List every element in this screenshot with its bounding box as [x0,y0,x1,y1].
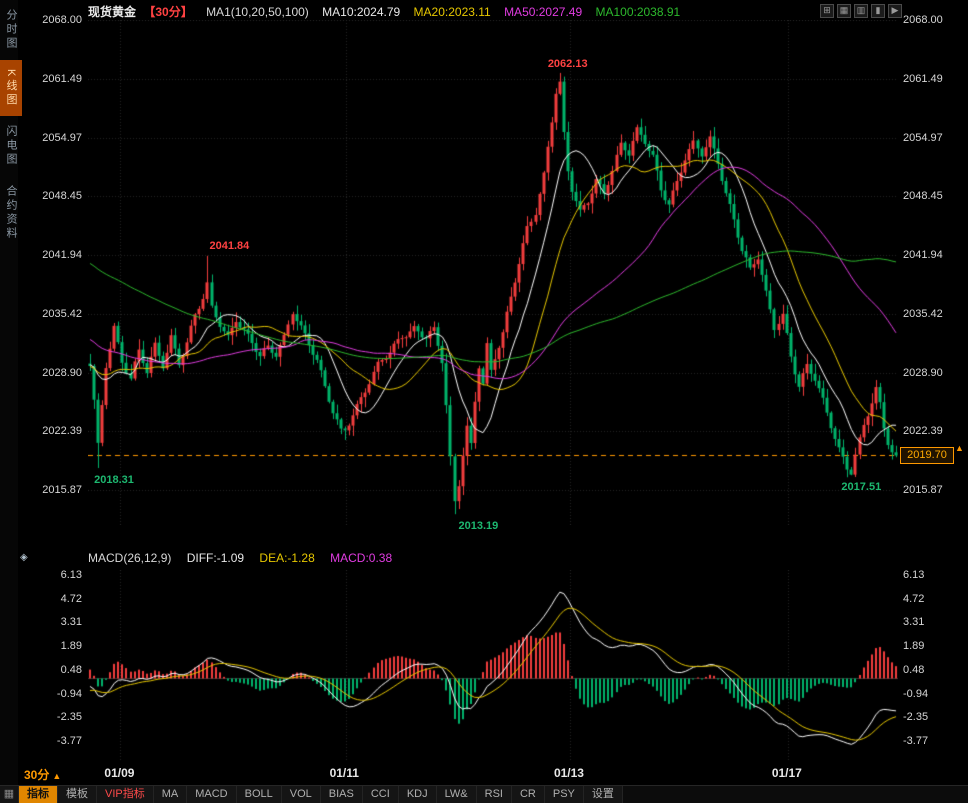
price-tick: 2028.90 [42,366,82,379]
timeframe-text: 30分 [24,768,50,782]
price-tick: 2022.39 [903,425,943,438]
toolbar-item-boll[interactable]: BOLL [236,786,282,803]
candle-view-icon[interactable]: ▮ [871,4,885,18]
toolbar-item-bias[interactable]: BIAS [320,786,363,803]
macd-tick: -0.94 [56,687,82,700]
ma-group-label: MA1(10,20,50,100) [206,5,309,19]
macd-axis-right: 6.13 4.72 3.31 1.89 0.48 -0.94 -2.35 -3.… [903,569,963,747]
macd-tick: -3.77 [903,734,929,747]
macd-tick: -2.35 [903,711,929,724]
macd-tick: 4.72 [903,592,925,605]
macd-tick: 1.89 [903,640,925,653]
macd-tick: 6.13 [903,569,925,581]
price-tick: 2048.45 [903,190,943,203]
macd-legend: MACD(26,12,9) DIFF:-1.09 DEA:-1.28 MACD:… [88,551,404,565]
ma20-value: MA20:2023.11 [413,5,491,19]
macd-tick: 0.48 [60,663,82,676]
macd-tick: -0.94 [903,687,929,700]
price-axis-left: 2068.00 2061.49 2054.97 2048.45 2041.94 … [24,14,82,496]
layout-columns-icon[interactable]: ▥ [854,4,868,18]
symbol-name: 现货黄金 [88,5,137,19]
layout-grid-icon[interactable]: ▦ [837,4,851,18]
price-tick: 2015.87 [42,484,82,496]
macd-axis-left: 6.13 4.72 3.31 1.89 0.48 -0.94 -2.35 -3.… [24,569,82,747]
toolbar-item-lwr[interactable]: LW& [436,786,477,803]
toolbar-item-indicator[interactable]: 指标 [19,786,58,803]
date-label: 01/11 [329,766,359,780]
price-tick: 2035.42 [903,307,943,320]
toolbar-item-macd[interactable]: MACD [187,786,237,803]
ma10-value: MA10:2024.79 [322,5,401,19]
date-label: 01/17 [771,766,802,780]
sidebar-tab-lightning-chart[interactable]: 闪电图 [5,125,17,168]
diff-value: DIFF:-1.09 [186,551,245,565]
macd-title: MACD(26,12,9) [88,551,172,565]
price-tick: 2048.45 [42,190,82,203]
macd-value: MACD:0.38 [330,551,393,565]
price-tick: 2054.97 [42,131,82,144]
add-panel-icon[interactable]: ⊞ [820,4,834,18]
toolbar-item-ma[interactable]: MA [153,786,188,803]
macd-tick: 6.13 [60,569,82,581]
macd-tick: 1.89 [60,640,82,653]
price-tick: 2068.00 [903,14,943,26]
toolbar-item-vol[interactable]: VOL [281,786,321,803]
macd-tick: 4.72 [60,592,82,605]
price-axis-right: 2068.00 2061.49 2054.97 2048.45 2041.94 … [903,14,963,496]
price-tick: 2054.97 [903,131,943,144]
candlestick-chart[interactable] [88,20,898,525]
toolbar-item-rsi[interactable]: RSI [476,786,512,803]
sidebar-tab-contract-info[interactable]: 合约资料 [5,185,17,242]
left-sidebar: 分时图 K线图 闪电图 合约资料 [0,0,22,803]
toolbar-item-cci[interactable]: CCI [362,786,399,803]
date-label: 01/13 [553,766,584,780]
chart-toolbar-icons: ⊞ ▦ ▥ ▮ ▶ [820,4,902,18]
toolbar-item-psy[interactable]: PSY [544,786,584,803]
toolbar-item-kdj[interactable]: KDJ [398,786,437,803]
toolbar-item-vip-indicator[interactable]: VIP指标 [97,786,154,803]
toolbar-item-cr[interactable]: CR [511,786,545,803]
date-label: 01/09 [104,766,135,780]
macd-tick: -2.35 [56,711,82,724]
dea-value: DEA:-1.28 [259,551,315,565]
price-tick: 2041.94 [42,249,82,261]
macd-tick: 0.48 [903,663,925,676]
price-tick: 2022.39 [42,425,82,438]
play-icon[interactable]: ▶ [888,4,902,18]
time-axis: 30分 ▲ 01/09 01/11 01/13 01/17 [0,763,968,783]
toolbar-item-template[interactable]: 模板 [58,786,97,803]
price-tick: 2061.49 [903,72,943,85]
sidebar-tab-kline-chart[interactable]: K线图 [0,60,22,117]
timeframe-tag: 【30分】 [143,5,193,19]
price-tick: 2028.90 [903,366,943,379]
panel-toggle-icon[interactable]: ◈ [20,552,28,563]
ma100-value: MA100:2038.91 [595,5,681,19]
price-tick: 2035.42 [42,307,82,320]
chart-legend: 现货黄金 【30分】 MA1(10,20,50,100) MA10:2024.7… [88,3,690,20]
price-tick: 2061.49 [42,72,82,85]
price-tick: 2041.94 [903,249,943,261]
macd-tick: 3.31 [60,616,82,629]
toolbar-item-settings[interactable]: 设置 [583,786,623,803]
timeframe-indicator[interactable]: 30分 ▲ [24,766,61,783]
up-triangle-icon: ▲ [52,771,62,781]
price-tick: 2068.00 [42,14,82,26]
macd-chart[interactable] [88,570,898,762]
sidebar-tab-time-chart[interactable]: 分时图 [5,9,17,51]
price-tick: 2015.87 [903,484,943,496]
ma50-value: MA50:2027.49 [504,5,583,19]
macd-tick: 3.31 [903,616,925,629]
price-up-arrow-icon: ▲ [955,443,964,454]
current-price-label: 2019.70 [900,447,954,465]
indicator-toolbar: ▦ 指标 模板 VIP指标 MA MACD BOLL VOL BIAS CCI … [0,785,968,803]
grid-icon[interactable]: ▦ [0,786,19,803]
macd-tick: -3.77 [56,734,82,747]
